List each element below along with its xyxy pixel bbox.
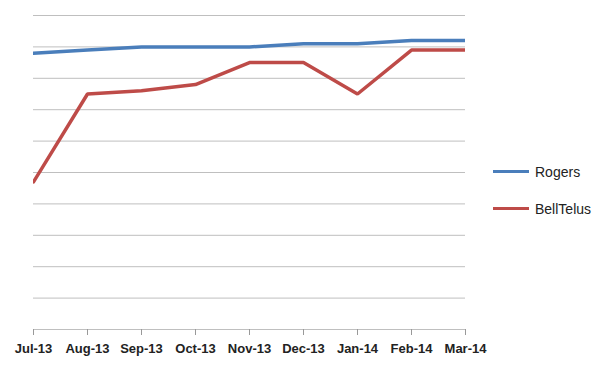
svg-text:Nov-13: Nov-13 (228, 341, 271, 356)
svg-text:Mar-14: Mar-14 (445, 341, 488, 356)
svg-text:Feb-14: Feb-14 (391, 341, 434, 356)
svg-text:Aug-13: Aug-13 (65, 341, 109, 356)
svg-text:Dec-13: Dec-13 (282, 341, 325, 356)
html-text:Rogers: Rogers (535, 163, 581, 180)
svg-text:Jan-14: Jan-14 (337, 341, 379, 356)
svg-text:Oct-13: Oct-13 (175, 341, 215, 356)
html-text:BellTelus: BellTelus (535, 200, 591, 217)
svg-text:Jul-13: Jul-13 (15, 341, 53, 356)
svg-text:Sep-13: Sep-13 (120, 341, 163, 356)
